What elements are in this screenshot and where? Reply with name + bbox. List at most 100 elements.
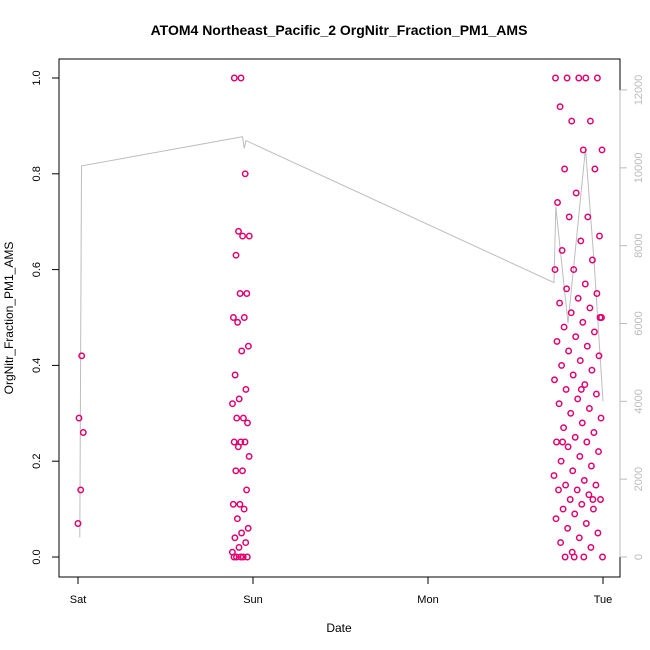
data-point — [562, 385, 570, 393]
data-point — [245, 232, 253, 240]
data-point — [245, 452, 253, 460]
data-point — [561, 165, 569, 173]
data-point — [233, 515, 241, 523]
data-point — [231, 371, 239, 379]
data-point — [559, 505, 567, 513]
data-point — [241, 170, 249, 178]
y2-axis: 0 2000 4000 6000 8000 10000 12000 — [619, 75, 645, 560]
data-point — [585, 491, 593, 499]
data-point — [75, 414, 83, 422]
data-point — [569, 467, 577, 475]
y-tick-label: 0.8 — [31, 166, 43, 181]
data-point — [583, 438, 591, 446]
data-point — [244, 342, 252, 350]
y2-tick-label: 6000 — [633, 311, 645, 335]
data-point — [565, 347, 573, 355]
data-point — [241, 438, 249, 446]
data-point — [595, 352, 603, 360]
data-point — [563, 74, 571, 82]
data-point — [244, 524, 252, 532]
data-point — [233, 414, 241, 422]
data-point — [578, 419, 586, 427]
y-tick-label: 0.0 — [31, 549, 43, 564]
data-point — [576, 357, 584, 365]
data-point — [242, 539, 250, 547]
data-point — [577, 385, 585, 393]
data-point — [235, 227, 242, 235]
data-point — [578, 500, 586, 508]
y2-tick-label: 8000 — [633, 233, 645, 257]
data-point — [592, 390, 600, 398]
data-point — [551, 376, 558, 384]
data-point — [575, 74, 583, 82]
data-point — [575, 534, 583, 542]
data-point — [238, 529, 246, 537]
data-point — [591, 165, 599, 173]
data-point — [232, 251, 240, 259]
y-axis: 0.0 0.2 0.4 0.6 0.8 1.0 — [31, 70, 60, 565]
data-point — [558, 246, 566, 254]
data-point — [78, 352, 86, 360]
point-layer — [74, 74, 606, 561]
x-axis: Sat Sun Mon Tue — [70, 576, 612, 606]
data-point — [553, 337, 561, 345]
y2-tick-label: 0 — [633, 554, 645, 560]
data-point — [585, 405, 593, 412]
data-point — [573, 486, 581, 494]
data-point — [555, 486, 562, 494]
data-point — [588, 256, 596, 264]
data-point — [555, 400, 563, 408]
data-point — [570, 266, 578, 274]
data-point — [230, 438, 238, 446]
y-axis-label: OrgNitr_Fraction_PM1_AMS — [2, 242, 16, 395]
line-layer — [79, 136, 604, 538]
data-point — [552, 515, 560, 523]
data-point — [232, 467, 240, 475]
data-point — [564, 524, 572, 532]
data-point — [587, 543, 595, 551]
data-point — [571, 510, 579, 518]
data-point — [235, 543, 243, 551]
data-point — [238, 347, 246, 355]
data-point — [583, 342, 591, 350]
data-point — [574, 395, 582, 403]
data-point — [558, 361, 566, 369]
data-point — [571, 433, 579, 441]
data-point — [243, 553, 251, 561]
data-point — [582, 74, 590, 82]
data-point — [563, 285, 571, 293]
x-tick-label: Sat — [70, 594, 87, 606]
data-point — [552, 74, 559, 82]
data-point — [557, 457, 565, 465]
data-point — [551, 266, 559, 274]
plot-frame — [58, 58, 621, 578]
data-point — [240, 314, 248, 321]
data-point — [594, 529, 602, 537]
data-point — [580, 553, 588, 561]
data-point — [586, 117, 594, 125]
data-point — [586, 304, 594, 312]
data-point — [588, 366, 596, 374]
data-point — [237, 438, 245, 446]
data-point — [554, 199, 561, 206]
data-point — [566, 496, 574, 503]
data-point — [593, 74, 601, 82]
data-point — [598, 146, 606, 154]
data-point — [230, 74, 238, 82]
x-axis-label: Date — [326, 621, 352, 635]
data-point — [553, 438, 560, 446]
data-point — [77, 486, 85, 494]
data-point — [580, 476, 588, 484]
data-point — [236, 500, 244, 508]
data-point — [592, 481, 600, 489]
data-point — [235, 395, 243, 403]
y-tick-label: 0.4 — [31, 358, 43, 373]
data-point — [560, 424, 568, 432]
data-point — [240, 505, 248, 513]
data-point — [599, 553, 606, 561]
data-point — [229, 400, 236, 408]
data-point — [570, 553, 578, 561]
data-point — [79, 429, 87, 436]
data-point — [239, 553, 247, 561]
